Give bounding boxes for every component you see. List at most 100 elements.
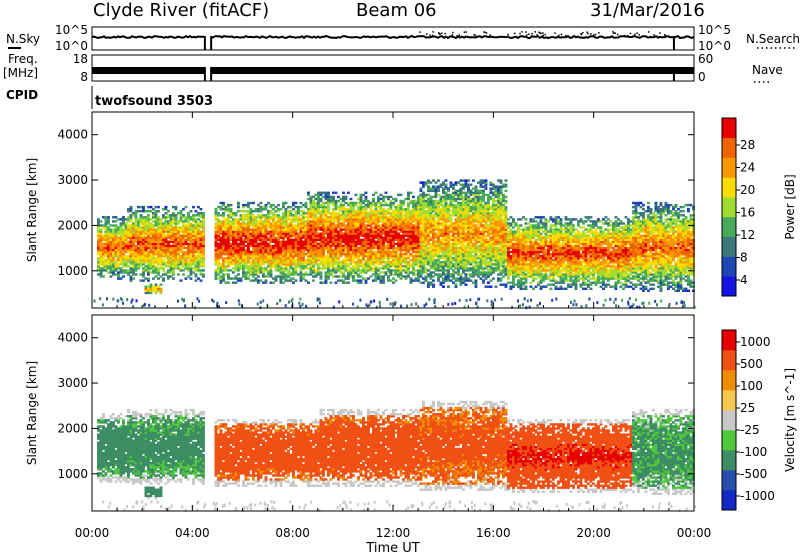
heatmap-cell <box>227 281 230 284</box>
heatmap-cell <box>369 234 373 237</box>
heatmap-cell <box>227 220 230 223</box>
heatmap-cell <box>454 271 458 274</box>
heatmap-cell <box>274 238 278 241</box>
heatmap-cell <box>107 226 110 229</box>
heatmap-cell <box>112 242 115 246</box>
heatmap-cell <box>122 224 125 227</box>
heatmap-cell <box>279 279 283 282</box>
heatmap-cell <box>272 238 275 241</box>
heatmap-cell <box>194 254 198 258</box>
heatmap-cell <box>464 197 468 201</box>
heatmap-cell <box>442 267 445 270</box>
heatmap-cell <box>314 203 318 207</box>
heatmap-cell <box>394 218 398 221</box>
heatmap-cell <box>359 261 363 264</box>
heatmap-cell <box>187 234 190 237</box>
noise-dot <box>483 31 486 33</box>
heatmap-cell <box>262 222 265 225</box>
heatmap-cell <box>317 232 320 235</box>
heatmap-cell <box>152 238 155 241</box>
heatmap-cell <box>412 267 415 270</box>
heatmap-cell <box>357 246 360 250</box>
heatmap-cell <box>162 248 165 252</box>
heatmap-cell <box>442 224 445 227</box>
heatmap-cell <box>362 220 365 223</box>
heatmap-cell <box>307 250 310 254</box>
heatmap-cell <box>192 259 195 262</box>
heatmap-cell <box>267 275 270 278</box>
heatmap-cell <box>239 248 243 252</box>
heatmap-cell <box>327 208 330 211</box>
heatmap-cell <box>334 224 338 227</box>
heatmap-cell <box>194 210 198 213</box>
heatmap-cell <box>449 224 453 227</box>
heatmap-cell <box>292 203 295 207</box>
heatmap-cell <box>179 226 183 229</box>
heatmap-cell <box>294 263 298 266</box>
heatmap-cell <box>259 205 263 209</box>
heatmap-cell <box>372 273 375 276</box>
heatmap-cell <box>442 230 445 233</box>
heatmap-cell <box>139 244 143 248</box>
heatmap-cell <box>177 257 180 260</box>
heatmap-cell <box>257 216 260 219</box>
heatmap-cell <box>267 220 270 223</box>
heatmap-cell <box>437 199 440 203</box>
heatmap-cell <box>329 240 333 243</box>
noise-dot <box>542 34 544 37</box>
heatmap-cell <box>229 259 233 262</box>
heatmap-cell <box>402 240 405 243</box>
heatmap-cell <box>272 277 275 280</box>
heatmap-cell <box>422 214 425 217</box>
freq-unit: [MHz] <box>3 66 38 80</box>
heatmap-cell <box>319 244 323 248</box>
heatmap-cell <box>294 244 298 248</box>
heatmap-cell <box>464 277 468 280</box>
heatmap-cell <box>307 226 310 229</box>
heatmap-cell <box>382 195 385 199</box>
heatmap-cell <box>244 277 248 280</box>
heatmap-cell <box>324 201 328 205</box>
heatmap-cell <box>414 230 418 233</box>
heatmap-cell <box>444 259 448 262</box>
heatmap-cell <box>112 236 115 239</box>
heatmap-cell <box>147 289 150 292</box>
heatmap-cell <box>254 271 258 274</box>
heatmap-cell <box>272 236 275 239</box>
heatmap-cell <box>354 228 358 231</box>
heatmap-cell <box>442 257 445 260</box>
heatmap-cell <box>167 210 170 213</box>
heatmap-cell <box>419 226 423 229</box>
heatmap-cell <box>464 228 468 231</box>
heatmap-cell <box>99 234 103 237</box>
heatmap-cell <box>152 265 155 268</box>
heatmap-cell <box>324 271 328 274</box>
noise-tick-left-lo: 10^0 <box>55 39 88 53</box>
heatmap-cell <box>454 238 458 241</box>
heatmap-cell <box>194 224 198 227</box>
heatmap-cell <box>337 265 340 268</box>
heatmap-cell <box>107 257 110 260</box>
heatmap-cell <box>364 224 368 227</box>
heatmap-cell <box>237 265 240 268</box>
heatmap-cell <box>304 212 308 215</box>
heatmap-cell <box>127 230 130 233</box>
heatmap-cell <box>359 271 363 274</box>
heatmap-cell <box>314 210 318 213</box>
heatmap-cell <box>157 210 160 213</box>
heatmap-cell <box>169 214 173 217</box>
heatmap-cell <box>264 203 268 207</box>
heatmap-cell <box>427 185 430 188</box>
heatmap-cell <box>462 201 465 205</box>
heatmap-cell <box>452 214 455 217</box>
heatmap-cell <box>274 205 278 209</box>
heatmap-cell <box>304 232 308 235</box>
heatmap-cell <box>447 271 450 274</box>
heatmap-cell <box>399 210 403 213</box>
heatmap-cell <box>382 254 385 258</box>
heatmap-cell <box>309 252 313 256</box>
heatmap-cell <box>354 250 358 254</box>
heatmap-cell <box>352 226 355 229</box>
noise-dot <box>458 34 460 36</box>
heatmap-cell <box>314 238 318 241</box>
